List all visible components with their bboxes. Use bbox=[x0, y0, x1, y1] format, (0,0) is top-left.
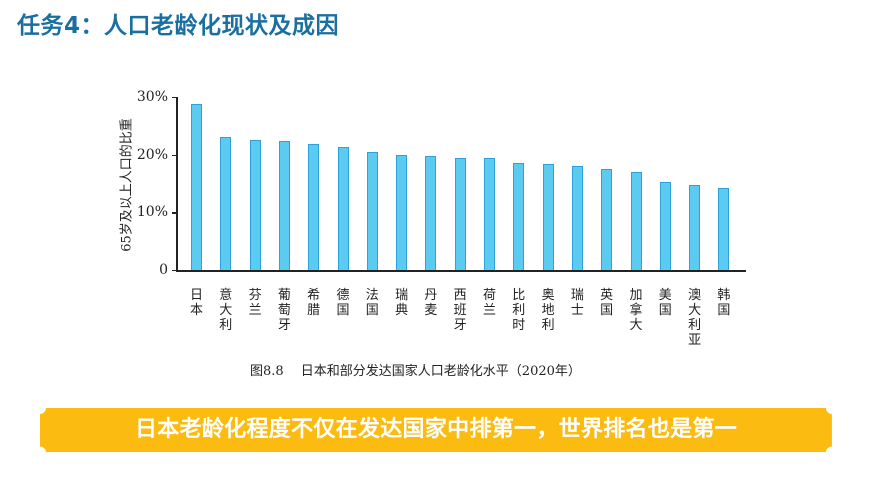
x-axis-line bbox=[176, 270, 746, 272]
y-tick bbox=[172, 97, 177, 99]
y-tick-label: 20% bbox=[136, 146, 168, 163]
x-tick-label: 希腊 bbox=[307, 288, 321, 318]
bar bbox=[191, 103, 202, 270]
x-tick-label: 法国 bbox=[365, 288, 379, 318]
x-tick-label: 韩国 bbox=[717, 288, 731, 318]
bar bbox=[278, 141, 290, 270]
bar bbox=[630, 171, 642, 270]
figure-caption: 图8.8 日本和部分发达国家人口老龄化水平（2020年） bbox=[250, 364, 581, 379]
x-tick-label: 瑞典 bbox=[395, 288, 409, 318]
x-tick-label: 美国 bbox=[658, 288, 672, 318]
x-tick-label: 比利时 bbox=[512, 288, 526, 333]
bar bbox=[454, 158, 466, 270]
bar bbox=[396, 155, 408, 270]
x-tick-label: 日本 bbox=[189, 288, 203, 318]
bar bbox=[718, 188, 730, 270]
bar bbox=[366, 152, 378, 270]
x-tick-label: 瑞士 bbox=[570, 288, 584, 318]
bar bbox=[601, 169, 613, 270]
conclusion-banner bbox=[40, 408, 832, 452]
bar bbox=[337, 147, 349, 270]
y-tick bbox=[172, 212, 177, 214]
bar bbox=[513, 162, 525, 270]
x-tick-label: 加拿大 bbox=[629, 288, 643, 333]
y-tick-label: 0 bbox=[159, 262, 168, 278]
bar bbox=[308, 143, 320, 270]
bar bbox=[659, 181, 671, 270]
conclusion-banner-text-wrap: 日本老龄化程度不仅在发达国家中排第一，世界排名也是第一 bbox=[40, 408, 832, 452]
y-tick bbox=[172, 270, 177, 272]
bar bbox=[425, 155, 437, 270]
bar-chart: 65岁及以上人口的比重 0 10% 20% 30% 日本 意大利 芬兰 葡萄牙 希腊 德国 法国瑞… bbox=[119, 89, 746, 348]
x-tick-label: 葡萄牙 bbox=[277, 288, 291, 333]
bar bbox=[484, 158, 495, 270]
y-tick bbox=[172, 154, 177, 156]
x-tick-label: 奥地利 bbox=[541, 288, 555, 333]
x-tick-label: 德国 bbox=[336, 288, 350, 318]
bar bbox=[249, 140, 261, 270]
y-tick-label: 10% bbox=[136, 204, 168, 221]
x-tick-label: 荷兰 bbox=[482, 288, 496, 318]
x-tick-label: 英国 bbox=[600, 288, 614, 318]
x-tick-label: 芬兰 bbox=[248, 288, 262, 318]
x-tick-label: 西班牙 bbox=[453, 288, 467, 333]
conclusion-text: 日本老龄化程度不仅在发达国家中排第一，世界排名也是第一 bbox=[134, 417, 738, 442]
x-tick-label: 澳大利亚 bbox=[688, 288, 702, 348]
y-tick-label: 30% bbox=[136, 89, 168, 105]
x-tick-label: 意大利 bbox=[219, 288, 233, 333]
bar bbox=[542, 163, 554, 270]
slide-title: 任务4：人口老龄化现状及成因 bbox=[17, 13, 340, 39]
bar bbox=[220, 137, 232, 270]
bar bbox=[571, 166, 583, 270]
y-axis-label: 65岁及以上人口的比重 bbox=[119, 118, 135, 252]
y-axis-line bbox=[176, 97, 178, 271]
bar bbox=[689, 185, 701, 270]
x-tick-label: 丹麦 bbox=[424, 288, 438, 318]
